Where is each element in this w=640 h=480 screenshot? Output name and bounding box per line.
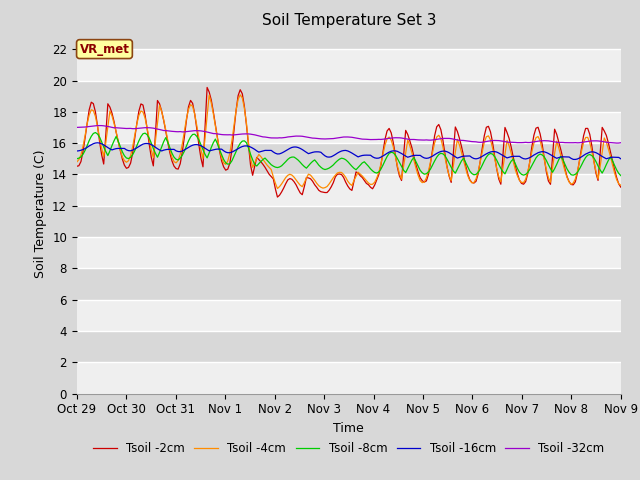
Tsoil -16cm bbox=[385, 149, 393, 155]
Tsoil -8cm bbox=[617, 173, 625, 179]
Tsoil -2cm bbox=[273, 194, 281, 200]
Tsoil -2cm bbox=[311, 182, 319, 188]
Tsoil -16cm bbox=[280, 149, 287, 155]
Tsoil -8cm bbox=[73, 156, 81, 162]
Line: Tsoil -4cm: Tsoil -4cm bbox=[77, 95, 621, 189]
Tsoil -16cm bbox=[93, 140, 101, 145]
Tsoil -32cm bbox=[93, 123, 101, 129]
Y-axis label: Soil Temperature (C): Soil Temperature (C) bbox=[33, 149, 47, 278]
Tsoil -16cm bbox=[88, 142, 95, 148]
Tsoil -4cm bbox=[73, 159, 81, 165]
Tsoil -4cm bbox=[617, 182, 625, 188]
Bar bbox=[77, 49, 621, 81]
Tsoil -16cm bbox=[253, 148, 260, 154]
Tsoil -8cm bbox=[280, 161, 287, 167]
Tsoil -4cm bbox=[419, 180, 426, 185]
Tsoil -8cm bbox=[253, 163, 260, 169]
Tsoil -32cm bbox=[280, 135, 287, 141]
Bar bbox=[77, 237, 621, 268]
Tsoil -4cm bbox=[88, 107, 95, 113]
Tsoil -2cm bbox=[282, 181, 289, 187]
Text: VR_met: VR_met bbox=[79, 43, 129, 56]
Tsoil -8cm bbox=[88, 133, 95, 139]
Tsoil -16cm bbox=[572, 156, 579, 162]
Tsoil -4cm bbox=[311, 178, 319, 183]
Legend: Tsoil -2cm, Tsoil -4cm, Tsoil -8cm, Tsoil -16cm, Tsoil -32cm: Tsoil -2cm, Tsoil -4cm, Tsoil -8cm, Tsoi… bbox=[88, 437, 609, 460]
Tsoil -16cm bbox=[617, 156, 625, 162]
Tsoil -16cm bbox=[73, 148, 81, 154]
Tsoil -4cm bbox=[253, 156, 260, 161]
Tsoil -8cm bbox=[308, 158, 316, 164]
Bar bbox=[77, 362, 621, 394]
Tsoil -32cm bbox=[613, 140, 621, 146]
Bar bbox=[77, 300, 621, 331]
Tsoil -2cm bbox=[419, 178, 426, 183]
Tsoil -32cm bbox=[253, 132, 260, 138]
Line: Tsoil -2cm: Tsoil -2cm bbox=[77, 87, 621, 197]
Line: Tsoil -32cm: Tsoil -32cm bbox=[77, 126, 621, 143]
Tsoil -4cm bbox=[273, 186, 281, 192]
Tsoil -2cm bbox=[617, 184, 625, 190]
Tsoil -16cm bbox=[417, 153, 424, 158]
Tsoil -32cm bbox=[88, 123, 95, 129]
Tsoil -2cm bbox=[387, 130, 395, 136]
Title: Soil Temperature Set 3: Soil Temperature Set 3 bbox=[262, 13, 436, 28]
Tsoil -32cm bbox=[385, 135, 393, 141]
Tsoil -2cm bbox=[204, 84, 211, 90]
Tsoil -2cm bbox=[253, 155, 260, 160]
Tsoil -32cm bbox=[308, 135, 316, 141]
Tsoil -4cm bbox=[236, 92, 244, 98]
Tsoil -32cm bbox=[417, 137, 424, 143]
Bar bbox=[77, 174, 621, 206]
Line: Tsoil -8cm: Tsoil -8cm bbox=[77, 132, 621, 176]
Tsoil -16cm bbox=[308, 149, 316, 155]
Tsoil -4cm bbox=[282, 175, 289, 180]
X-axis label: Time: Time bbox=[333, 422, 364, 435]
Tsoil -4cm bbox=[387, 137, 395, 143]
Tsoil -8cm bbox=[92, 130, 99, 135]
Tsoil -32cm bbox=[73, 124, 81, 130]
Line: Tsoil -16cm: Tsoil -16cm bbox=[77, 143, 621, 159]
Tsoil -32cm bbox=[617, 140, 625, 145]
Tsoil -2cm bbox=[73, 163, 81, 169]
Tsoil -2cm bbox=[88, 99, 95, 105]
Tsoil -8cm bbox=[385, 151, 393, 156]
Tsoil -8cm bbox=[417, 168, 424, 173]
Bar bbox=[77, 112, 621, 143]
